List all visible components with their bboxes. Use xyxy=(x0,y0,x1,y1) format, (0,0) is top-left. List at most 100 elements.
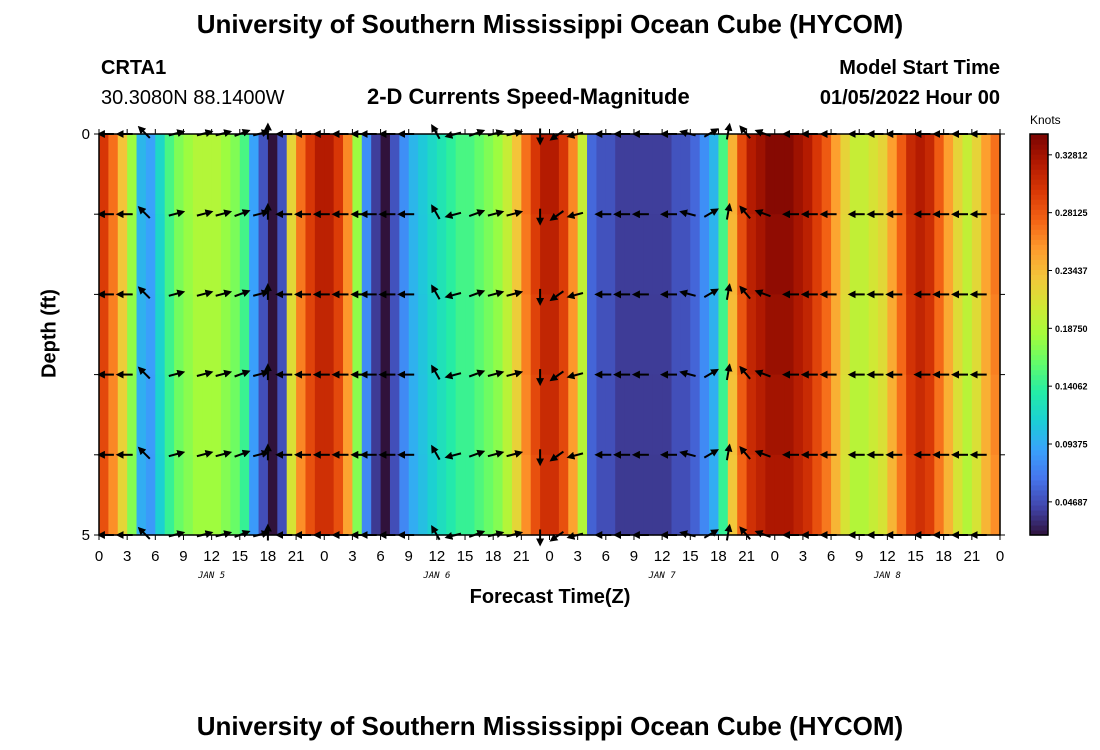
current-arrow xyxy=(724,283,733,300)
speed-cell xyxy=(127,454,138,536)
speed-cell xyxy=(849,454,860,536)
speed-cell xyxy=(699,454,710,536)
speed-cell xyxy=(258,454,269,536)
speed-cell xyxy=(690,374,701,456)
speed-cell xyxy=(915,134,926,215)
speed-cell xyxy=(990,294,1001,376)
speed-cell xyxy=(99,374,109,456)
speed-cell xyxy=(558,214,569,295)
speed-cell xyxy=(624,294,635,376)
speed-cell xyxy=(615,454,626,536)
current-arrow xyxy=(506,209,524,218)
speed-cell xyxy=(521,454,532,536)
speed-cell xyxy=(662,294,673,376)
speed-cell xyxy=(784,374,795,456)
colorbar-segment xyxy=(1030,244,1048,250)
speed-cell xyxy=(887,294,898,376)
speed-cell xyxy=(314,134,325,215)
speed-cell xyxy=(540,374,551,456)
speed-cell xyxy=(962,374,973,456)
current-arrow xyxy=(679,209,696,218)
colorbar-tick-label: 0.28125 xyxy=(1055,208,1088,218)
colorbar-segment xyxy=(1030,414,1048,421)
speed-cell xyxy=(436,294,447,376)
speed-cell xyxy=(436,214,447,295)
speed-cell xyxy=(812,454,823,536)
speed-cell xyxy=(446,454,457,536)
speed-cell xyxy=(483,454,494,536)
speed-cell xyxy=(774,454,785,536)
colorbar-segment xyxy=(1030,459,1048,466)
speed-cell xyxy=(840,294,851,376)
speed-cell xyxy=(127,294,138,376)
x-date-label: JAN 5 xyxy=(197,571,225,581)
colorbar-segment xyxy=(1030,254,1048,260)
speed-cell xyxy=(314,374,325,456)
speed-cell xyxy=(108,214,119,295)
speed-cell xyxy=(755,214,766,295)
speed-cell xyxy=(99,294,109,376)
colorbar-segment xyxy=(1030,239,1048,245)
current-arrow xyxy=(444,211,462,219)
current-arrow xyxy=(739,285,751,300)
colorbar-segment xyxy=(1030,299,1048,306)
speed-cell xyxy=(737,294,748,376)
speed-cell xyxy=(643,294,654,376)
speed-cell xyxy=(821,214,832,295)
speed-cell xyxy=(117,454,128,536)
colorbar-segment xyxy=(1030,404,1048,411)
colorbar-segment xyxy=(1030,329,1048,336)
speed-cell xyxy=(887,134,898,215)
speed-cell xyxy=(99,134,109,215)
x-tick-label: 21 xyxy=(513,548,530,565)
speed-cell xyxy=(831,454,842,536)
speed-cell xyxy=(389,134,400,215)
speed-cell xyxy=(990,134,1001,215)
current-arrow xyxy=(739,365,751,380)
x-tick-label: 9 xyxy=(630,548,638,565)
speed-cell xyxy=(230,294,241,376)
speed-cell xyxy=(709,294,720,376)
speed-cell xyxy=(455,214,466,295)
speed-cell xyxy=(924,374,935,456)
colorbar-segment xyxy=(1030,189,1048,195)
x-tick-label: 6 xyxy=(602,548,610,565)
current-arrow xyxy=(468,449,486,458)
speed-cell xyxy=(877,214,888,295)
speed-cell xyxy=(371,454,382,536)
colorbar-tick-label: 0.18750 xyxy=(1055,324,1088,334)
speed-cell xyxy=(296,214,307,295)
speed-cell xyxy=(587,454,598,536)
speed-cell xyxy=(530,374,541,456)
speed-cell xyxy=(267,214,278,295)
speed-cell xyxy=(859,214,870,295)
speed-cell xyxy=(549,294,560,376)
speed-cell xyxy=(108,374,119,456)
speed-cell xyxy=(493,214,504,295)
speed-cell xyxy=(258,374,269,456)
current-arrow xyxy=(549,290,564,302)
colorbar-segment xyxy=(1030,319,1048,326)
current-arrow xyxy=(679,450,696,458)
speed-cell xyxy=(577,294,588,376)
speed-cell xyxy=(202,214,213,295)
speed-cell xyxy=(174,294,185,376)
speed-cell xyxy=(802,454,813,536)
speed-cell xyxy=(680,294,691,376)
colorbar-segment xyxy=(1030,279,1048,285)
speed-cell xyxy=(906,134,917,215)
speed-cell xyxy=(277,134,288,215)
colorbar-segment xyxy=(1030,394,1048,401)
speed-cell xyxy=(755,454,766,536)
colorbar-segment xyxy=(1030,514,1048,521)
speed-cell xyxy=(906,294,917,376)
speed-cell xyxy=(511,454,522,536)
speed-cell xyxy=(652,294,663,376)
speed-cell xyxy=(117,374,128,456)
x-tick-label: 15 xyxy=(907,548,924,565)
speed-cell xyxy=(718,134,729,215)
speed-cell xyxy=(183,134,194,215)
speed-cell xyxy=(802,214,813,295)
current-arrow xyxy=(137,446,151,460)
speed-cell xyxy=(446,294,457,376)
